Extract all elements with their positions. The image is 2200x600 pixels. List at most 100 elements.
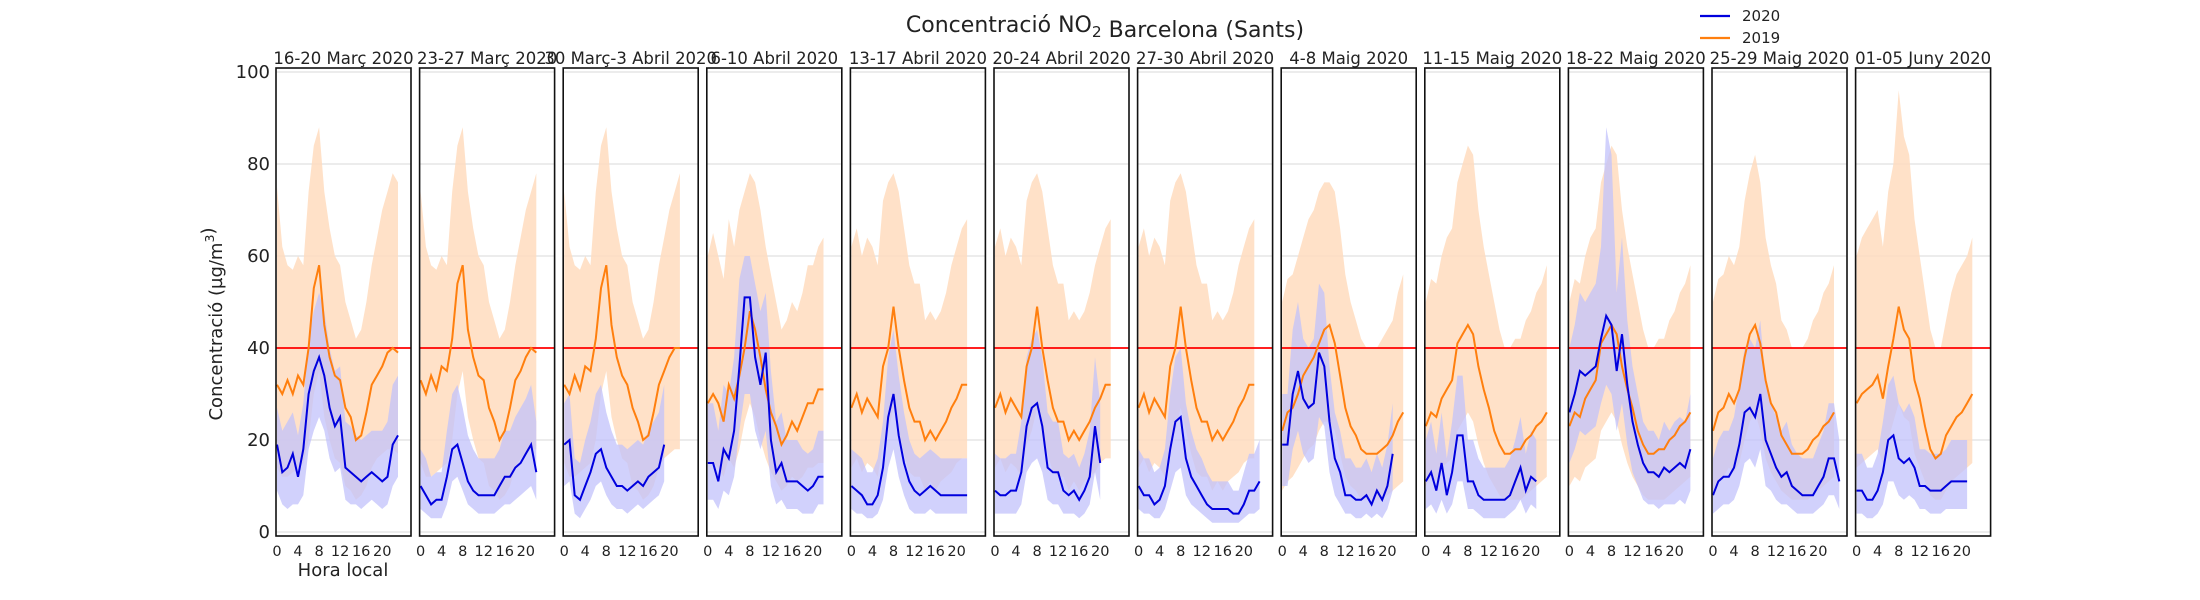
panel: 25-29 Maig 2020 0 4 8 12 16 20 bbox=[1708, 49, 1849, 560]
x-tick-label: 8 bbox=[1750, 544, 1759, 560]
band-2019 bbox=[851, 173, 968, 491]
x-tick-label: 0 bbox=[416, 544, 425, 560]
panel: 01-05 Juny 2020 0 4 8 12 16 20 bbox=[1852, 49, 1992, 560]
series-line-2019 bbox=[1137, 306, 1255, 443]
y-tick-label: 60 bbox=[247, 246, 270, 267]
band-2020 bbox=[851, 329, 968, 519]
band-2019 bbox=[1138, 173, 1255, 491]
panel-title: 4-8 Maig 2020 bbox=[1289, 49, 1408, 68]
x-tick-label: 16 bbox=[1932, 544, 1950, 560]
panel-frame bbox=[705, 67, 843, 537]
x-tick-label: 12 bbox=[1049, 544, 1067, 560]
x-tick-label: 20 bbox=[804, 544, 822, 560]
series-line-2019 bbox=[1281, 323, 1405, 455]
x-tick-label: 8 bbox=[1320, 544, 1329, 560]
series-line-2020 bbox=[1424, 434, 1537, 501]
x-tick-label: 0 bbox=[560, 544, 569, 560]
panel-title: 6-10 Abril 2020 bbox=[710, 49, 838, 68]
band-2020 bbox=[1569, 127, 1691, 509]
x-tick-label: 0 bbox=[272, 544, 281, 560]
band-2019 bbox=[1569, 145, 1691, 500]
panel: 30 Març-3 Abril 2020 0 4 8 12 16 20 bbox=[544, 49, 717, 560]
x-tick-label: 0 bbox=[847, 544, 856, 560]
series-line-2020 bbox=[1712, 393, 1841, 497]
x-tick-label: 0 bbox=[1421, 544, 1430, 560]
series-line-2019 bbox=[1712, 322, 1835, 455]
panel-frame bbox=[1567, 67, 1705, 537]
x-tick-label: 16 bbox=[926, 544, 944, 560]
series-line-2019 bbox=[419, 264, 537, 443]
x-tick-label: 16 bbox=[1788, 544, 1806, 560]
series-line-2019 bbox=[1855, 306, 1974, 460]
x-tick-label: 4 bbox=[581, 544, 590, 560]
x-tick-label: 0 bbox=[1565, 544, 1574, 560]
x-tick-label: 20 bbox=[660, 544, 678, 560]
x-tick-label: 12 bbox=[1336, 544, 1354, 560]
x-tick-label: 12 bbox=[1480, 544, 1498, 560]
x-tick-label: 16 bbox=[496, 544, 514, 560]
x-tick-label: 8 bbox=[889, 544, 898, 560]
series-line-2019 bbox=[1424, 322, 1548, 455]
x-tick-label: 8 bbox=[745, 544, 754, 560]
band-2019 bbox=[1856, 90, 1973, 500]
panel-frame bbox=[1280, 67, 1417, 537]
y-tick-label: 0 bbox=[259, 522, 270, 543]
series-line-2019 bbox=[994, 306, 1111, 443]
x-tick-label: 20 bbox=[1522, 544, 1540, 560]
panel-title: 16-20 Març 2020 bbox=[273, 49, 413, 68]
series-line-2020 bbox=[850, 393, 968, 506]
x-tick-label: 4 bbox=[1586, 544, 1595, 560]
panel: 23-27 Març 2020 0 4 8 12 16 20 bbox=[416, 49, 557, 560]
panel: 16-20 Març 2020 0 4 8 12 16 20 bbox=[272, 49, 413, 560]
band-2020 bbox=[1713, 320, 1840, 514]
legend: 2020 2019 bbox=[1700, 7, 1780, 47]
band-2020 bbox=[420, 384, 537, 519]
x-tick-label: 8 bbox=[1032, 544, 1041, 560]
y-tick-label: 20 bbox=[247, 430, 270, 451]
x-tick-label: 20 bbox=[1235, 544, 1253, 560]
x-tick-label: 12 bbox=[331, 544, 349, 560]
x-tick-label: 16 bbox=[783, 544, 801, 560]
series-line-2020 bbox=[276, 354, 399, 483]
x-tick-label: 16 bbox=[639, 544, 657, 560]
panel-frame bbox=[1854, 67, 1992, 537]
panel-title: 30 Març-3 Abril 2020 bbox=[544, 49, 717, 68]
x-tick-label: 4 bbox=[1873, 544, 1882, 560]
x-tick-label: 12 bbox=[1193, 544, 1211, 560]
x-tick-label: 8 bbox=[314, 544, 323, 560]
x-tick-label: 8 bbox=[1463, 544, 1472, 560]
x-tick-label: 20 bbox=[1809, 544, 1827, 560]
x-tick-label: 20 bbox=[517, 544, 535, 560]
panel: 20-24 Abril 2020 0 4 8 12 16 20 bbox=[990, 49, 1130, 560]
series-line-2020 bbox=[1137, 415, 1261, 515]
legend-label-2019: 2019 bbox=[1742, 29, 1780, 47]
panel-title: 25-29 Maig 2020 bbox=[1710, 49, 1850, 68]
panel-title: 11-15 Maig 2020 bbox=[1422, 49, 1562, 68]
y-tick-label: 40 bbox=[247, 338, 270, 359]
x-tick-label: 0 bbox=[1708, 544, 1717, 560]
series-line-2020 bbox=[1856, 433, 1968, 501]
series-line-2019 bbox=[563, 264, 680, 442]
x-tick-label: 20 bbox=[1665, 544, 1683, 560]
panel-title: 18-22 Maig 2020 bbox=[1566, 49, 1706, 68]
panel-frame bbox=[562, 67, 700, 537]
panel: 18-22 Maig 2020 0 4 8 12 16 20 bbox=[1565, 49, 1706, 560]
x-tick-label: 16 bbox=[352, 544, 370, 560]
x-tick-label: 16 bbox=[1644, 544, 1662, 560]
band-2020 bbox=[277, 292, 398, 509]
x-tick-label: 8 bbox=[602, 544, 611, 560]
band-2020 bbox=[1856, 375, 1968, 519]
band-2019 bbox=[564, 127, 680, 500]
x-tick-label: 4 bbox=[1299, 544, 1308, 560]
x-tick-label: 16 bbox=[1214, 544, 1232, 560]
panel: 11-15 Maig 2020 0 4 8 12 16 20 bbox=[1421, 49, 1562, 560]
panel-frame bbox=[1136, 67, 1274, 537]
panel-title: 01-05 Juny 2020 bbox=[1855, 49, 1991, 68]
x-tick-label: 12 bbox=[618, 544, 636, 560]
x-tick-label: 0 bbox=[1278, 544, 1287, 560]
band-2020 bbox=[564, 384, 665, 519]
x-axis-label: Hora local bbox=[298, 560, 389, 581]
y-axis-ticks: 0 20 40 60 80 100 bbox=[236, 62, 270, 543]
